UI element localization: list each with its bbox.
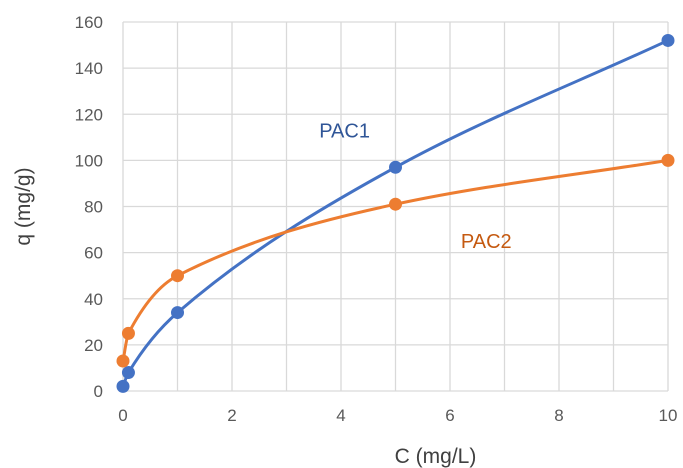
y-axis-title: q (mg/g) [12, 167, 35, 245]
y-tick-label: 120 [75, 105, 103, 124]
y-tick-label: 0 [94, 382, 103, 401]
series-points [116, 33, 675, 393]
x-tick-label: 2 [227, 406, 236, 425]
series-label-pac1: PAC1 [319, 120, 370, 142]
data-point-pac1 [116, 379, 130, 393]
data-point-pac1 [389, 160, 402, 174]
data-point-pac2 [171, 269, 184, 283]
y-tick-labels: 0 20 40 60 80 100 120 140 160 [75, 13, 103, 401]
x-tick-labels: 0 2 4 6 8 10 [118, 406, 677, 425]
y-tick-label: 40 [84, 290, 103, 309]
series-label-pac2: PAC2 [461, 231, 512, 253]
y-tick-label: 100 [75, 151, 103, 170]
x-tick-label: 8 [554, 406, 563, 425]
data-point-pac2 [661, 153, 675, 167]
x-tick-label: 6 [445, 406, 454, 425]
data-point-pac2 [116, 354, 130, 368]
data-point-pac2 [389, 197, 402, 211]
data-point-pac1 [661, 33, 675, 47]
y-tick-label: 140 [75, 59, 103, 78]
y-tick-label: 60 [84, 244, 103, 263]
x-tick-label: 4 [336, 406, 345, 425]
y-tick-label: 160 [75, 13, 103, 32]
x-axis-title: C (mg/L) [395, 445, 477, 468]
data-point-pac1 [121, 366, 135, 380]
data-point-pac1 [171, 306, 184, 320]
y-tick-label: 20 [84, 336, 103, 355]
y-tick-label: 80 [84, 198, 103, 217]
data-point-pac2 [121, 326, 135, 340]
x-tick-label: 0 [118, 406, 127, 425]
x-tick-label: 10 [659, 406, 678, 425]
